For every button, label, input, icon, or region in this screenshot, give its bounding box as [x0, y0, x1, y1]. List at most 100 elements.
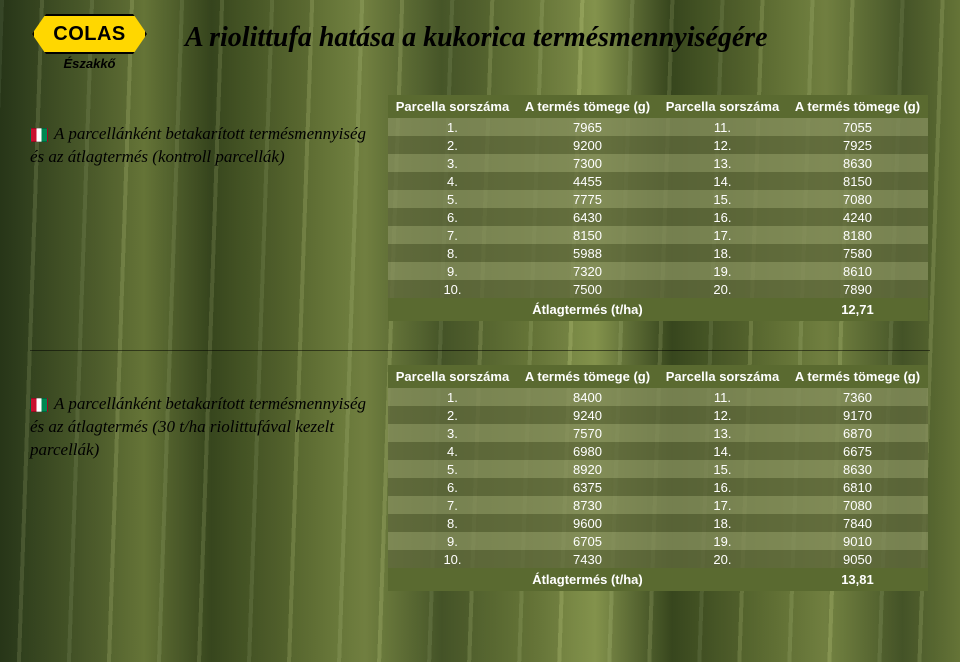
table-cell: 7055	[787, 118, 928, 136]
table-avg-row: Átlagtermés (t/ha)12,71	[388, 298, 928, 321]
table-cell: 6.	[388, 208, 517, 226]
avg-value: 13,81	[787, 568, 928, 591]
table-row: 2.924012.9170	[388, 406, 928, 424]
table-row: 9.732019.8610	[388, 262, 928, 280]
table-cell: 13.	[658, 154, 787, 172]
table-cell: 15.	[658, 460, 787, 478]
table-cell: 9050	[787, 550, 928, 568]
section-control: A parcellánként betakarított termésmenny…	[30, 95, 928, 321]
table-cell: 4455	[517, 172, 658, 190]
table-cell: 9.	[388, 262, 517, 280]
table-row: 6.637516.6810	[388, 478, 928, 496]
table-row: 10.743020.9050	[388, 550, 928, 568]
table-cell: 16.	[658, 208, 787, 226]
logo: COLAS Északkő	[32, 14, 147, 71]
table-cell: 2.	[388, 136, 517, 154]
table-row: 8.598818.7580	[388, 244, 928, 262]
table-cell: 5.	[388, 460, 517, 478]
logo-subtext: Északkő	[32, 56, 147, 71]
table-cell: 10.	[388, 550, 517, 568]
table-cell: 19.	[658, 532, 787, 550]
table-cell: 8.	[388, 244, 517, 262]
table-cell: 7580	[787, 244, 928, 262]
table-header-cell: A termés tömege (g)	[517, 365, 658, 388]
table-treated: Parcella sorszámaA termés tömege (g)Parc…	[388, 365, 928, 591]
table-cell: 9010	[787, 532, 928, 550]
table-cell: 10.	[388, 280, 517, 298]
table-row: 7.873017.7080	[388, 496, 928, 514]
table-header-cell: Parcella sorszáma	[658, 95, 787, 118]
table-header-cell: Parcella sorszáma	[388, 95, 517, 118]
table-cell: 8400	[517, 388, 658, 406]
table-cell: 6870	[787, 424, 928, 442]
table-cell: 11.	[658, 118, 787, 136]
table-cell: 6705	[517, 532, 658, 550]
table-cell: 7840	[787, 514, 928, 532]
avg-value: 12,71	[787, 298, 928, 321]
table-cell: 2.	[388, 406, 517, 424]
table-cell: 7430	[517, 550, 658, 568]
table-cell: 4.	[388, 172, 517, 190]
table-row: 3.730013.8630	[388, 154, 928, 172]
table-header-cell: A termés tömege (g)	[787, 95, 928, 118]
table-header-cell: Parcella sorszáma	[658, 365, 787, 388]
table-cell: 7965	[517, 118, 658, 136]
table-cell: 5988	[517, 244, 658, 262]
table-cell: 18.	[658, 244, 787, 262]
table-cell: 6810	[787, 478, 928, 496]
table-cell: 3.	[388, 424, 517, 442]
table-row: 3.757013.6870	[388, 424, 928, 442]
table-row: 7.815017.8180	[388, 226, 928, 244]
section-treated-desc: A parcellánként betakarított termésmenny…	[30, 365, 368, 462]
table-row: 8.960018.7840	[388, 514, 928, 532]
table-cell: 13.	[658, 424, 787, 442]
table-cell: 8610	[787, 262, 928, 280]
table-row: 4.698014.6675	[388, 442, 928, 460]
logo-diamond: COLAS	[32, 14, 147, 54]
table-cell: 3.	[388, 154, 517, 172]
table-cell: 11.	[658, 388, 787, 406]
table-cell: 8920	[517, 460, 658, 478]
table-cell: 9240	[517, 406, 658, 424]
table-cell: 1.	[388, 118, 517, 136]
table-cell: 6375	[517, 478, 658, 496]
table-cell: 1.	[388, 388, 517, 406]
table-header-cell: Parcella sorszáma	[388, 365, 517, 388]
table-cell: 7080	[787, 190, 928, 208]
table-row: 5.777515.7080	[388, 190, 928, 208]
table-cell: 4240	[787, 208, 928, 226]
table-cell: 5.	[388, 190, 517, 208]
table-cell: 6.	[388, 478, 517, 496]
table-cell: 8730	[517, 496, 658, 514]
table-cell: 8180	[787, 226, 928, 244]
table-cell: 7570	[517, 424, 658, 442]
table-cell: 17.	[658, 226, 787, 244]
table-cell: 20.	[658, 280, 787, 298]
table-cell: 7890	[787, 280, 928, 298]
table-cell: 9200	[517, 136, 658, 154]
table-cell: 12.	[658, 406, 787, 424]
table-cell: 16.	[658, 478, 787, 496]
table-cell: 8630	[787, 460, 928, 478]
table-cell: 14.	[658, 442, 787, 460]
table-row: 10.750020.7890	[388, 280, 928, 298]
table-row: 6.643016.4240	[388, 208, 928, 226]
divider	[30, 350, 930, 351]
table-row: 1.796511.7055	[388, 118, 928, 136]
table-cell: 8630	[787, 154, 928, 172]
table-cell: 18.	[658, 514, 787, 532]
table-header-cell: A termés tömege (g)	[787, 365, 928, 388]
table-cell: 8.	[388, 514, 517, 532]
table-cell: 8150	[517, 226, 658, 244]
section-control-desc: A parcellánként betakarított termésmenny…	[30, 95, 368, 169]
table-row: 9.670519.9010	[388, 532, 928, 550]
table-cell: 9600	[517, 514, 658, 532]
table-cell: 7.	[388, 496, 517, 514]
table-cell: 7080	[787, 496, 928, 514]
table-avg-row: Átlagtermés (t/ha)13,81	[388, 568, 928, 591]
table-cell: 8150	[787, 172, 928, 190]
table-cell: 9170	[787, 406, 928, 424]
table-cell: 17.	[658, 496, 787, 514]
table-cell: 6675	[787, 442, 928, 460]
table-cell: 7775	[517, 190, 658, 208]
